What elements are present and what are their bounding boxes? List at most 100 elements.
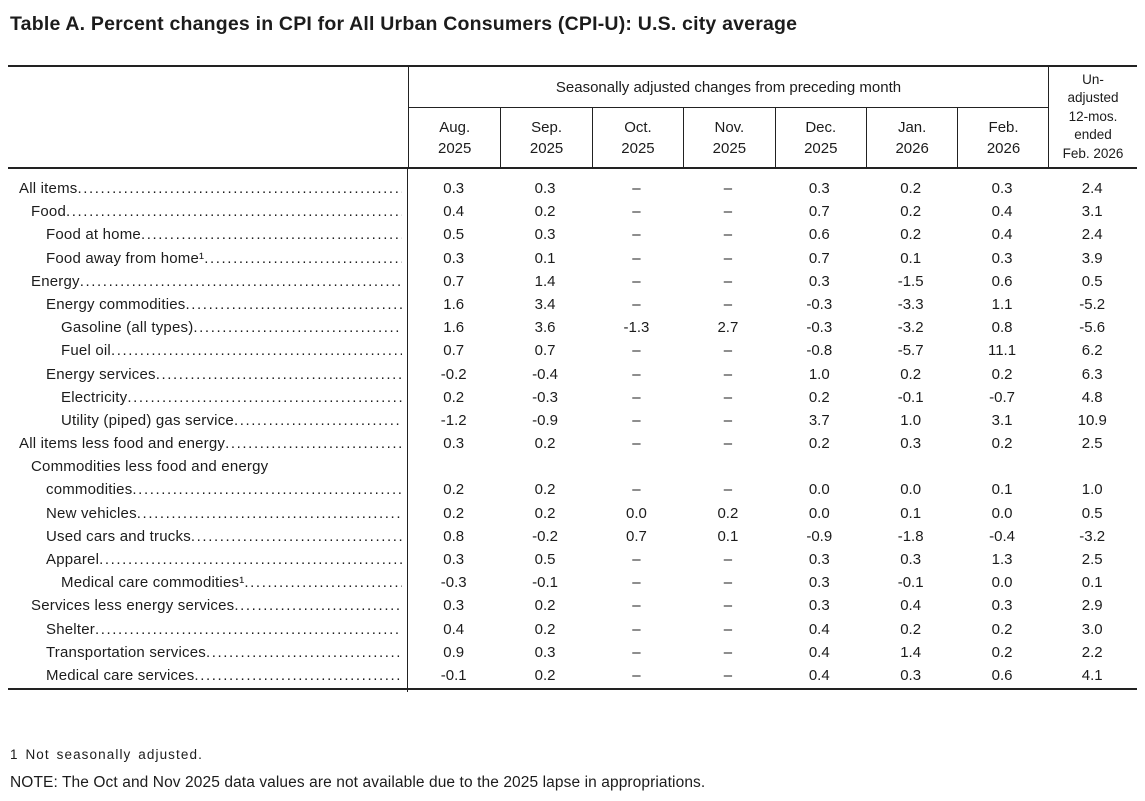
row-label: New vehicles	[46, 504, 137, 522]
dot-leader	[111, 339, 402, 362]
table-row: Services less energy services 0.3 0.2 – – 0.3…	[8, 594, 1137, 617]
value-cell: 0.7	[534, 342, 556, 360]
value-cell: 3.1	[991, 411, 1013, 429]
value-cell: 0.2	[443, 504, 465, 522]
value-cell: 1.0	[900, 411, 922, 429]
unadjusted-value-cell: 6.2	[1081, 342, 1103, 360]
row-label-cell: Energy commodities	[8, 293, 408, 316]
value-cell: 0.4	[900, 597, 922, 615]
month-label: Nov.	[714, 118, 745, 136]
value-cell: –	[723, 272, 733, 290]
row-label-cell: Medical care commodities¹	[8, 571, 408, 594]
table-row: All items 0.3 0.3 – – 0.3 0.2 0.3 2.4	[8, 177, 1137, 200]
month-header-feb: Feb. 2026	[957, 108, 1048, 167]
value-cell: –	[632, 272, 641, 290]
value-cell: -0.9	[532, 411, 559, 429]
value-cell: –	[723, 435, 733, 453]
value-cell: –	[723, 620, 733, 638]
month-header-sep: Sep. 2025	[500, 108, 591, 167]
dot-leader	[225, 432, 402, 455]
row-label: Food away from home¹	[46, 249, 205, 267]
dot-leader	[132, 478, 402, 501]
dot-leader	[137, 502, 402, 525]
row-label: Food	[31, 203, 66, 221]
value-cell: 0.2	[900, 226, 922, 244]
row-label-cell: Utility (piped) gas service	[8, 409, 408, 432]
unadjusted-value-cell: 2.5	[1081, 551, 1103, 568]
table-row: Energy commodities 1.6 3.4 – – -0.3 -3.3 1.1 -5.…	[8, 293, 1137, 316]
table-row: Transportation services 0.9 0.3 – – 0.4 1.4 0.2…	[8, 641, 1137, 664]
value-cell: -1.3	[623, 319, 650, 337]
value-cell: –	[632, 643, 641, 661]
year-label: 2026	[895, 139, 929, 157]
value-cell: –	[632, 481, 641, 499]
row-label: Gasoline (all types)	[61, 319, 194, 337]
unadjusted-value-cell: 2.2	[1081, 643, 1103, 661]
note-text: NOTE: The Oct and Nov 2025 data values a…	[10, 774, 706, 791]
month-label: Oct.	[624, 118, 652, 136]
unadjusted-value-cell: 0.5	[1081, 504, 1103, 522]
row-label: All items	[19, 180, 78, 197]
row-label-cell: New vehicles	[8, 502, 408, 525]
value-cell: 0.5	[534, 551, 556, 568]
table-row: Fuel oil 0.7 0.7 – – -0.8 -5.7 11.1 6.2	[8, 339, 1137, 362]
dot-leader	[66, 200, 402, 223]
value-cell: 0.3	[534, 643, 556, 661]
row-label: Commodities less food and energy	[31, 458, 269, 476]
table-row: Food 0.4 0.2 – – 0.7 0.2 0.4 3.1	[8, 200, 1137, 223]
value-cell: –	[723, 481, 733, 499]
month-label: Feb.	[988, 118, 1019, 136]
value-cell: 0.0	[808, 481, 830, 499]
value-cell: –	[632, 620, 641, 638]
value-cell: 0.3	[808, 574, 830, 592]
value-cell: -0.4	[532, 365, 559, 383]
dot-leader	[193, 316, 402, 339]
unadjusted-value-cell: 2.5	[1081, 435, 1103, 453]
unadjusted-value-cell: 1.0	[1081, 481, 1103, 499]
value-cell: 3.7	[808, 411, 830, 429]
dot-leader	[234, 409, 402, 432]
value-cell: -0.3	[440, 574, 467, 592]
value-cell: -0.1	[532, 574, 559, 592]
value-cell: 0.6	[991, 666, 1013, 684]
value-cell: 1.3	[991, 551, 1013, 568]
row-label-cell: Apparel	[8, 548, 408, 571]
value-cell: 0.5	[443, 226, 465, 244]
table-row: Medical care commodities¹ -0.3 -0.1 – – 0.3 -0…	[8, 571, 1137, 594]
value-cell: –	[723, 226, 733, 244]
month-label: Sep.	[531, 118, 563, 136]
value-cell: –	[632, 203, 641, 221]
table-title: Table A. Percent changes in CPI for All …	[10, 13, 798, 35]
table-row: New vehicles 0.2 0.2 0.0 0.2 0.0 0.1 0.0 0.5	[8, 502, 1137, 525]
value-cell: 0.2	[534, 597, 556, 615]
value-cell: 0.2	[991, 643, 1013, 661]
value-cell: -0.2	[440, 365, 467, 383]
value-cell: -0.3	[806, 295, 833, 313]
year-label: 2026	[986, 139, 1021, 157]
value-cell: 0.6	[991, 272, 1013, 290]
unadjusted-value-cell: 4.1	[1081, 666, 1103, 684]
year-label: 2025	[529, 139, 564, 157]
unadjusted-header-line: Feb. 2026	[1062, 145, 1124, 161]
value-cell: 0.4	[808, 620, 830, 638]
value-cell: 1.0	[808, 365, 830, 383]
value-cell: 0.7	[443, 342, 465, 360]
value-cell: 0.1	[900, 249, 922, 267]
value-cell: 0.2	[443, 388, 465, 406]
row-label: commodities	[46, 481, 133, 499]
row-label-cell: Fuel oil	[8, 339, 408, 362]
value-cell: -0.2	[532, 527, 559, 545]
dot-leader	[80, 270, 402, 293]
value-cell: –	[723, 342, 733, 360]
unadjusted-value-cell: 6.3	[1081, 365, 1103, 383]
year-label: 2025	[438, 139, 472, 157]
value-cell: –	[632, 388, 641, 406]
dot-leader	[234, 594, 402, 617]
month-header-oct: Oct. 2025	[591, 108, 683, 167]
value-cell: 0.3	[443, 180, 465, 197]
value-cell: 0.7	[626, 527, 647, 545]
table-header: Seasonally adjusted changes from precedi…	[8, 67, 1137, 169]
unadjusted-header-line: 12-mos.	[1068, 108, 1118, 124]
value-cell: 0.3	[991, 249, 1013, 267]
